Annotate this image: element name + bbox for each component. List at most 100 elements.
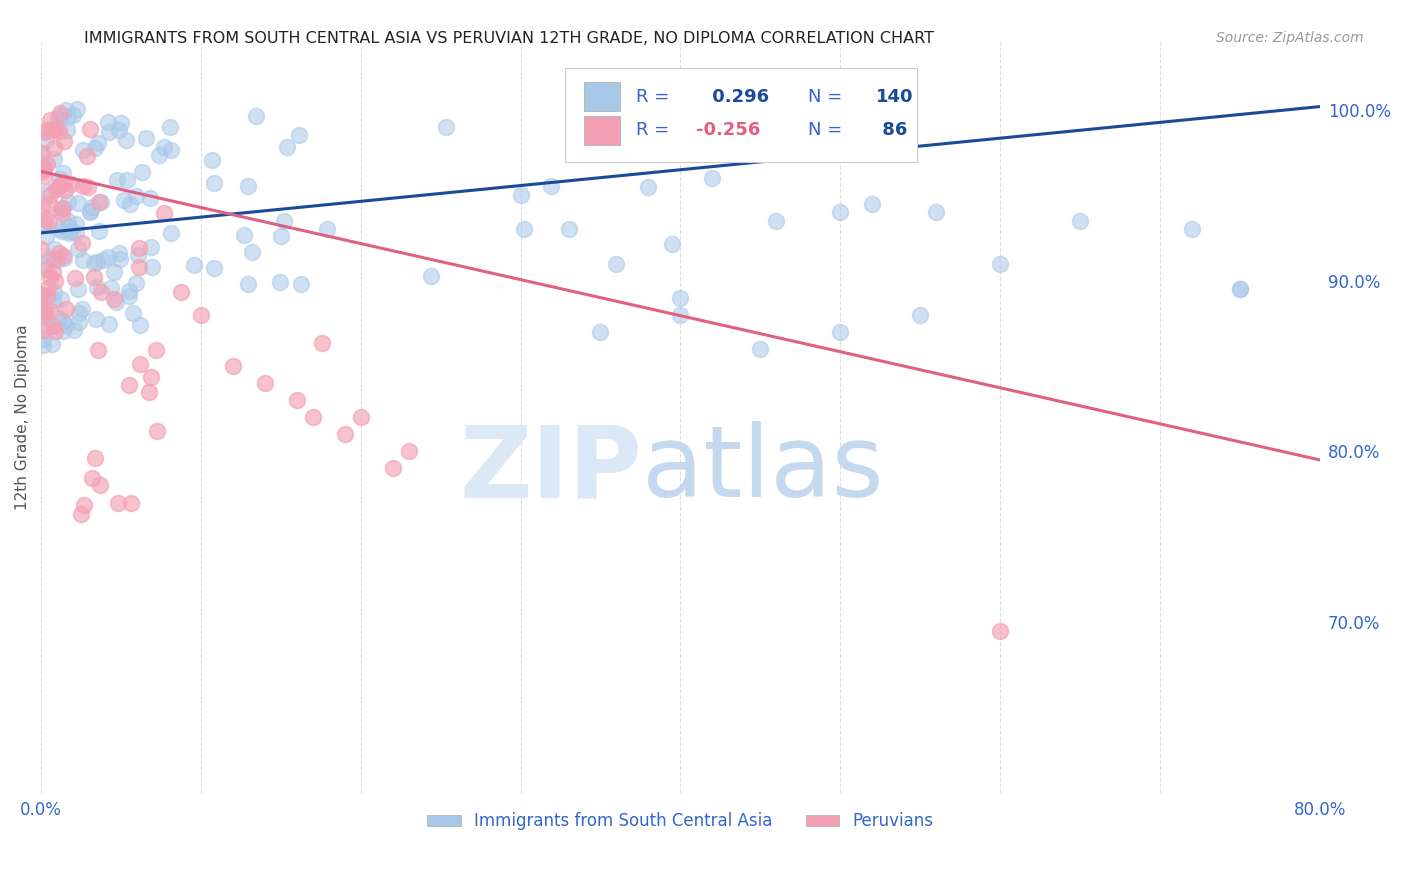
Point	[39, 251, 62, 265]
Point	[89, 224, 111, 238]
Point	[97, 115, 120, 129]
Point	[72, 143, 94, 157]
Point	[84, 311, 107, 326]
Point	[46, 252, 69, 267]
Point	[79, 205, 101, 219]
Point	[183, 258, 205, 272]
FancyBboxPatch shape	[565, 68, 917, 162]
Point	[59, 177, 82, 191]
Point	[41, 319, 63, 334]
Point	[233, 227, 256, 242]
Point	[38, 270, 60, 285]
Point	[107, 496, 129, 510]
Point	[398, 444, 420, 458]
Point	[67, 306, 90, 320]
Point	[49, 293, 72, 307]
Point	[59, 224, 82, 238]
Legend: Immigrants from South Central Asia, Peruvians: Immigrants from South Central Asia, Peru…	[420, 805, 941, 837]
Point	[908, 308, 931, 322]
Point	[107, 123, 129, 137]
Point	[51, 201, 73, 215]
Point	[31, 323, 53, 337]
Point	[141, 260, 163, 274]
Point	[103, 265, 125, 279]
Point	[236, 277, 259, 291]
Point	[70, 508, 93, 522]
Point	[91, 252, 114, 267]
Point	[830, 325, 852, 339]
Point	[129, 357, 152, 371]
Point	[31, 259, 53, 273]
Point	[159, 120, 181, 134]
Point	[38, 197, 60, 211]
Point	[37, 186, 59, 200]
Point	[34, 303, 56, 318]
Point	[128, 241, 150, 255]
Point	[129, 318, 152, 332]
Point	[83, 256, 105, 270]
Point	[58, 219, 80, 234]
Point	[202, 176, 225, 190]
Point	[222, 359, 245, 373]
Point	[830, 205, 852, 219]
Point	[988, 624, 1011, 638]
Text: R =: R =	[636, 87, 675, 105]
Text: 140: 140	[876, 87, 914, 105]
Point	[65, 227, 87, 241]
Point	[86, 343, 108, 357]
Point	[66, 243, 89, 257]
Point	[100, 281, 122, 295]
Point	[35, 288, 58, 302]
Point	[153, 206, 176, 220]
Point	[49, 109, 72, 123]
Point	[200, 153, 222, 167]
Point	[53, 252, 76, 266]
Point	[148, 147, 170, 161]
Point	[63, 271, 86, 285]
FancyBboxPatch shape	[585, 116, 620, 145]
Point	[49, 202, 72, 217]
Point	[89, 477, 111, 491]
Point	[56, 214, 79, 228]
Point	[117, 284, 139, 298]
Point	[52, 201, 75, 215]
Point	[1229, 282, 1251, 296]
Point	[32, 161, 55, 176]
Point	[31, 148, 53, 162]
Point	[98, 318, 121, 332]
Point	[245, 109, 267, 123]
Point	[138, 384, 160, 399]
Point	[276, 139, 298, 153]
Point	[860, 197, 883, 211]
Point	[48, 124, 70, 138]
Point	[112, 193, 135, 207]
Point	[45, 122, 67, 136]
Point	[31, 338, 53, 352]
Point	[34, 125, 56, 139]
Point	[56, 122, 79, 136]
Point	[419, 269, 441, 284]
Point	[557, 222, 579, 236]
Point	[32, 169, 55, 183]
Point	[110, 116, 132, 130]
Point	[238, 178, 260, 193]
Point	[31, 288, 53, 302]
Point	[125, 276, 148, 290]
Point	[31, 145, 53, 160]
Point	[765, 214, 787, 228]
Point	[52, 166, 75, 180]
Point	[170, 285, 193, 299]
Point	[669, 291, 692, 305]
Point	[31, 164, 53, 178]
Point	[115, 133, 138, 147]
Point	[53, 134, 76, 148]
Point	[925, 205, 948, 219]
Point	[749, 342, 772, 356]
Point	[39, 113, 62, 128]
Point	[32, 309, 55, 323]
Point	[637, 179, 659, 194]
Point	[44, 252, 66, 266]
Point	[202, 260, 225, 275]
Point	[38, 214, 60, 228]
Point	[42, 152, 65, 166]
